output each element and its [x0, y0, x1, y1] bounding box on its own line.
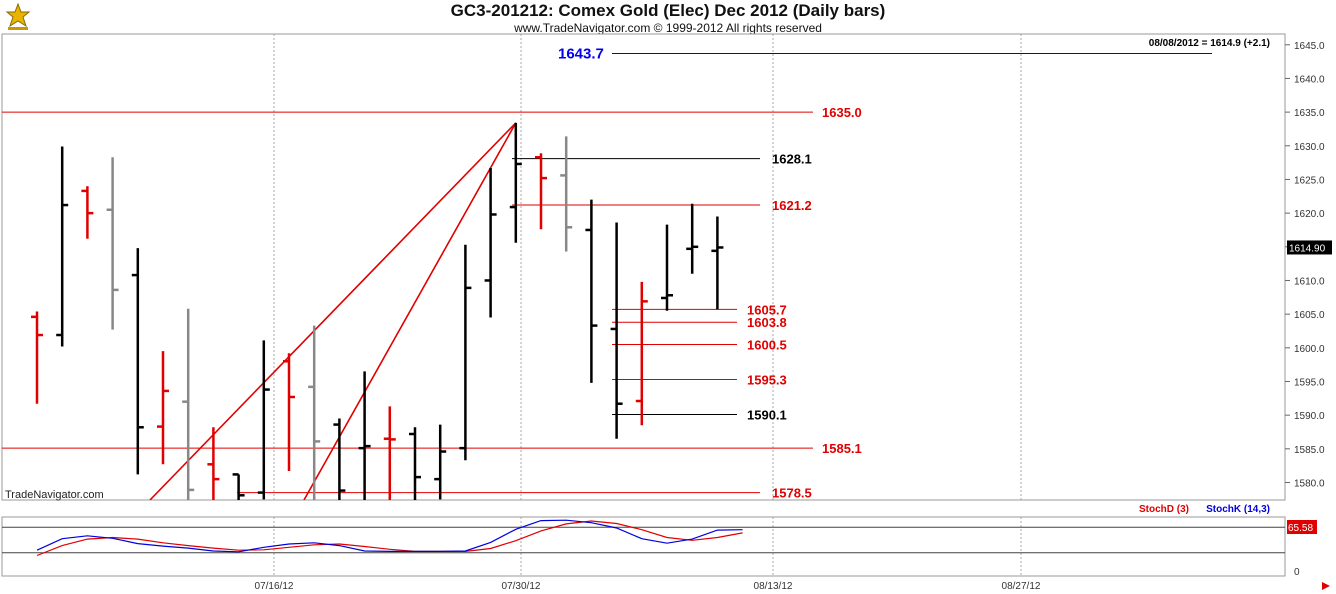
y-tick-label: 1590.0: [1294, 411, 1325, 422]
last-price-label: 1614.90: [1289, 243, 1326, 254]
level-label: 1585.1: [822, 441, 862, 456]
ohlc-bar: [560, 136, 573, 252]
ohlc-bar: [333, 418, 346, 500]
chart-frames: [1, 33, 1286, 577]
y-axis: 1580.0 1585.0 1590.0 1595.0 1600.0 1605.0 1610…: [1285, 41, 1332, 489]
stoch-panel-frame: [1, 516, 1286, 577]
ohlc-bar: [106, 157, 119, 330]
ohlc-bar: [383, 406, 396, 500]
ohlc-bar: [308, 325, 321, 500]
y-tick-label: 1600.0: [1294, 344, 1325, 355]
y-tick-label: 1610.0: [1294, 276, 1325, 287]
x-tick-label: 08/27/12: [1002, 581, 1041, 592]
ohlc-bar: [711, 216, 724, 310]
x-tick-label: 08/13/12: [754, 581, 793, 592]
level-label: 1628.1: [772, 152, 812, 167]
ohlc-bar: [610, 222, 623, 439]
level-label: 1578.5: [772, 486, 812, 501]
ohlc-bar: [56, 146, 69, 347]
ohlc-bar: [81, 186, 94, 239]
level-label: 1595.3: [747, 372, 787, 387]
chart-title: GC3-201212: Comex Gold (Elec) Dec 2012 (…: [450, 1, 886, 20]
ohlc-bars: [31, 122, 724, 500]
y-tick-label: 1635.0: [1294, 108, 1325, 119]
stoch-d-legend: StochD (3): [1139, 504, 1189, 515]
y-tick-label: 1580.0: [1294, 478, 1325, 489]
ohlc-bar: [358, 371, 371, 500]
last-info-text: 08/08/2012 = 1614.9 (+2.1): [1149, 38, 1270, 49]
ohlc-bar: [459, 244, 472, 461]
ohlc-bar: [686, 203, 699, 274]
ohlc-bar: [182, 308, 195, 500]
ohlc-bar: [232, 473, 245, 500]
stoch-last-label: 65.58: [1288, 523, 1313, 534]
ohlc-bar: [409, 427, 421, 500]
trend-lines: [149, 122, 517, 500]
x-axis: 07/16/12 07/30/12 08/13/12 08/27/12: [255, 581, 1330, 592]
stoch-k-legend: StochK (14,3): [1206, 504, 1270, 515]
level-label: 1600.5: [747, 337, 787, 352]
y-tick-label: 1625.0: [1294, 175, 1325, 186]
level-label: 1643.7: [558, 46, 604, 63]
level-lines: [2, 53, 1212, 494]
ohlc-bar: [509, 122, 522, 243]
y-tick-label: 1605.0: [1294, 310, 1325, 321]
level-label: 1635.0: [822, 105, 862, 120]
trade-navigator-logo-icon: [5, 2, 31, 30]
level-label: 1621.2: [772, 198, 812, 213]
y-tick-label: 1640.0: [1294, 74, 1325, 85]
x-tick-label: 07/30/12: [502, 581, 541, 592]
y-tick-label: 1595.0: [1294, 377, 1325, 388]
ohlc-bar: [484, 168, 497, 318]
ohlc-bar: [585, 199, 598, 383]
last-price-box: [1287, 240, 1332, 255]
y-tick-label: 1630.0: [1294, 142, 1325, 153]
copyright-text: www.TradeNavigator.com © 1999-2012 All r…: [514, 21, 822, 35]
level-label: 1590.1: [747, 407, 787, 422]
ohlc-bar: [635, 281, 648, 426]
level-label: 1603.8: [747, 315, 787, 330]
ohlc-bar: [283, 353, 295, 472]
grid-lines: [273, 34, 1022, 576]
y-tick-label: 1645.0: [1294, 41, 1325, 52]
ohlc-bar: [661, 224, 673, 311]
ohlc-bar: [535, 153, 547, 230]
y-tick-label: 1620.0: [1294, 209, 1325, 220]
stoch-last-box: [1287, 520, 1317, 534]
ohlc-bar: [207, 427, 220, 500]
price-panel-frame: [1, 33, 1286, 501]
ohlc-bar: [157, 351, 169, 465]
ohlc-bar: [434, 424, 447, 500]
trend-line-lower: [303, 122, 517, 500]
x-tick-label: 07/16/12: [255, 581, 294, 592]
trend-line-upper: [149, 122, 517, 500]
level-label: 1605.7: [747, 302, 787, 317]
ohlc-bar: [257, 340, 270, 500]
ohlc-bar: [131, 248, 144, 475]
stoch-d-line: [36, 520, 743, 557]
scroll-right-arrow-icon: [1322, 582, 1330, 590]
y-tick-label: 1585.0: [1294, 445, 1325, 456]
stochastic-panel: 65.58 0: [36, 519, 1317, 578]
stoch-zero-label: 0: [1294, 567, 1300, 578]
watermark-text: TradeNavigator.com: [5, 489, 104, 501]
stoch-k-line: [36, 519, 743, 553]
ohlc-bar: [31, 311, 43, 404]
